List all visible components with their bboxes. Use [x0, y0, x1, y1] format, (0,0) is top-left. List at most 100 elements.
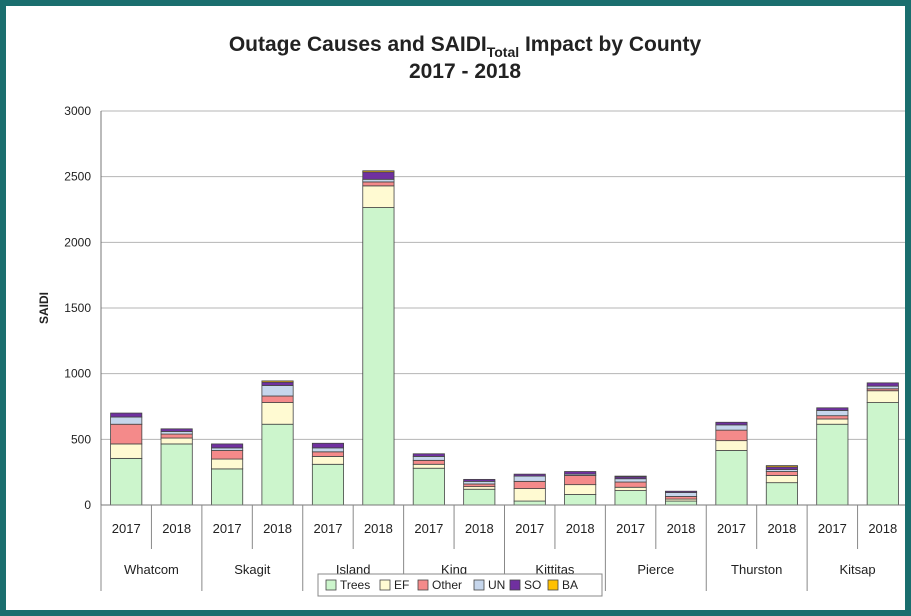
bar-segment	[867, 403, 898, 505]
bar-segment	[514, 489, 545, 501]
legend-label: SO	[524, 578, 541, 592]
bar-segment	[111, 417, 142, 424]
y-tick-label: 1000	[64, 367, 91, 381]
bar-segment	[262, 396, 293, 403]
bar-segment	[111, 413, 142, 417]
bar-segment	[161, 444, 192, 505]
legend-swatch	[548, 580, 558, 590]
x-tick-label-year: 2018	[465, 521, 494, 536]
bar-segment	[867, 391, 898, 403]
bar-segment	[312, 452, 343, 457]
bar-segment	[665, 491, 696, 492]
x-tick-label-year: 2018	[667, 521, 696, 536]
x-tick-label-year: 2017	[616, 521, 645, 536]
x-tick-label-year: 2018	[263, 521, 292, 536]
bar-segment	[716, 450, 747, 505]
bar-segment	[615, 476, 646, 477]
title-suffix: Impact by County	[519, 33, 701, 56]
x-tick-label-year: 2017	[213, 521, 242, 536]
bar-segment	[766, 466, 797, 467]
bar-segment	[514, 501, 545, 505]
bar-segment	[312, 456, 343, 464]
bar-segment	[716, 425, 747, 430]
legend-label: BA	[562, 578, 578, 592]
y-tick-label: 500	[71, 432, 91, 446]
bar-segment	[766, 483, 797, 505]
bar-segment	[615, 487, 646, 490]
x-group-label: Skagit	[234, 562, 271, 577]
bar-segment	[413, 464, 444, 468]
bar-segment	[312, 464, 343, 505]
bar-segment	[665, 493, 696, 497]
bar-segment	[211, 450, 242, 459]
x-tick-label-year: 2018	[566, 521, 595, 536]
x-tick-label-year: 2017	[414, 521, 443, 536]
y-axis-label: SAIDI	[37, 292, 51, 324]
bar-segment	[464, 479, 495, 481]
bar-segment	[665, 501, 696, 505]
x-tick-label-year: 2017	[717, 521, 746, 536]
bar-segment	[514, 474, 545, 476]
y-tick-label: 2000	[64, 235, 91, 249]
bar-segment	[565, 494, 596, 505]
bar-segment	[615, 479, 646, 482]
x-tick-label-year: 2017	[818, 521, 847, 536]
bar-segment	[817, 410, 848, 415]
x-group-label: Pierce	[637, 562, 674, 577]
bar-segment	[565, 485, 596, 495]
y-tick-label: 1500	[64, 301, 91, 315]
bar-segment	[262, 385, 293, 396]
x-group-label: Whatcom	[124, 562, 179, 577]
legend-label: Other	[432, 578, 462, 592]
legend[interactable]: Trees EF Other UN SO BA	[318, 574, 602, 596]
bar-segment	[817, 419, 848, 424]
bars	[111, 171, 899, 505]
bar-segment	[262, 382, 293, 385]
y-tick-label: 2500	[64, 170, 91, 184]
legend-swatch	[326, 580, 336, 590]
bar-segment	[615, 491, 646, 505]
bar-segment	[413, 460, 444, 464]
bar-segment	[312, 443, 343, 448]
bar-segment	[363, 171, 394, 172]
x-tick-label-year: 2018	[767, 521, 796, 536]
bar-segment	[161, 438, 192, 444]
bar-segment	[262, 424, 293, 505]
title-subscript: Total	[487, 44, 519, 60]
bar-segment	[565, 472, 596, 475]
y-tick-label: 0	[84, 498, 91, 512]
bar-segment	[312, 448, 343, 452]
bar-segment	[514, 476, 545, 481]
bar-segment	[766, 475, 797, 482]
legend-label: EF	[394, 578, 409, 592]
gridlines	[101, 111, 905, 439]
x-tick-label-year: 2017	[314, 521, 343, 536]
legend-label: UN	[488, 578, 505, 592]
bar-segment	[413, 468, 444, 505]
legend-label: Trees	[340, 578, 370, 592]
bar-segment	[413, 454, 444, 457]
x-group-label: Thurston	[731, 562, 782, 577]
bar-segment	[716, 430, 747, 441]
y-axis-ticks: 0 500 1000 1500 2000 2500 3000	[64, 104, 91, 512]
bar-segment	[867, 383, 898, 386]
x-tick-label-year: 2018	[868, 521, 897, 536]
bar-segment	[817, 424, 848, 505]
bar-segment	[111, 424, 142, 444]
bar-segment	[615, 482, 646, 487]
y-tick-label: 3000	[64, 104, 91, 118]
x-group-label: Kitsap	[839, 562, 875, 577]
title-prefix: Outage Causes and SAIDI	[229, 33, 487, 56]
bar-segment	[766, 472, 797, 476]
x-tick-label-year: 2018	[162, 521, 191, 536]
legend-swatch	[418, 580, 428, 590]
bar-segment	[363, 186, 394, 208]
bar-segment	[817, 408, 848, 411]
legend-swatch	[380, 580, 390, 590]
chart-title-line2: 2017 - 2018	[409, 60, 521, 83]
bar-segment	[716, 422, 747, 425]
chart-title-line1: Outage Causes and SAIDITotal Impact by C…	[229, 33, 702, 60]
bar-segment	[211, 459, 242, 469]
bar-segment	[413, 456, 444, 460]
